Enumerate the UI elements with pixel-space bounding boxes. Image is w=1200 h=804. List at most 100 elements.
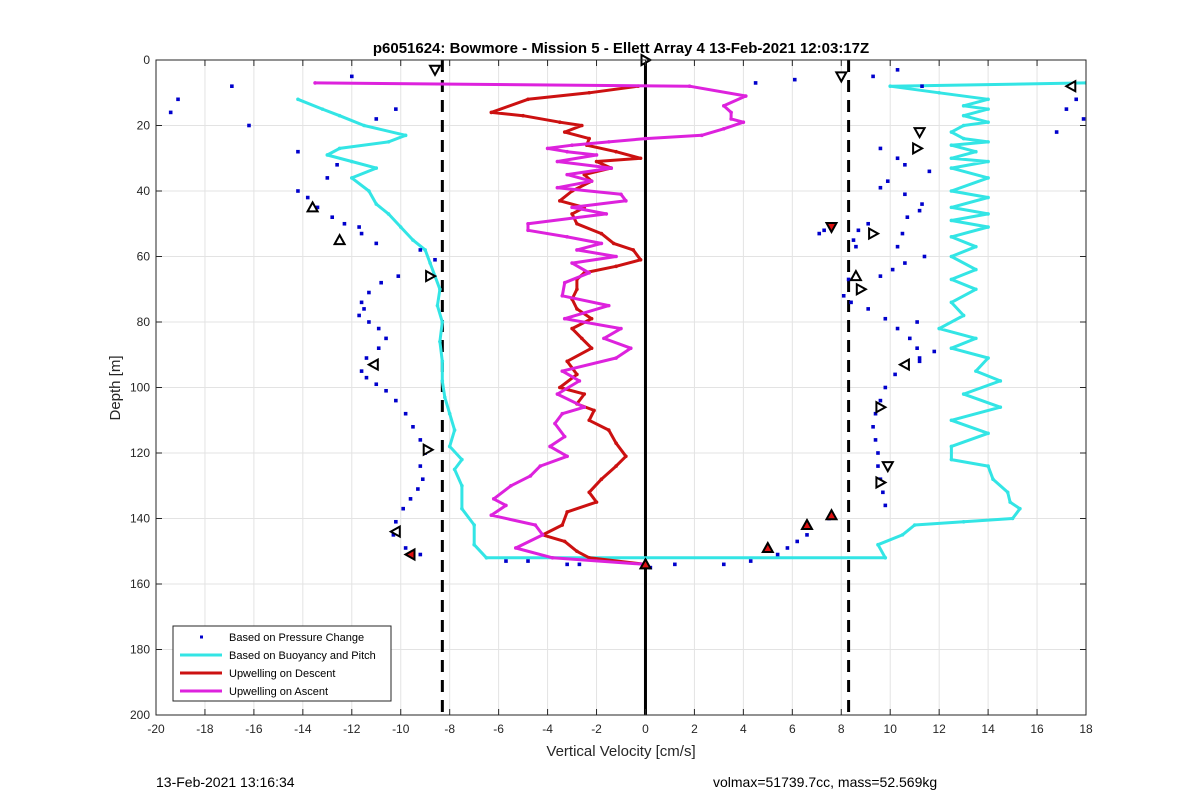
- series-point-0: [912, 523, 917, 527]
- legend-label: Based on Pressure Change: [229, 632, 364, 644]
- series-point-2: [570, 143, 574, 147]
- series-point-2: [628, 346, 633, 351]
- series-point-0: [991, 477, 995, 482]
- series-point-1: [587, 90, 591, 95]
- series-point-2: [562, 434, 567, 439]
- pressure-point: [379, 280, 383, 285]
- series-point-2: [489, 513, 494, 518]
- x-tick-label: 4: [740, 722, 747, 736]
- chart-title: p6051624: Bowmore - Mission 5 - Ellett A…: [373, 40, 869, 57]
- series-point-0: [435, 303, 440, 308]
- pressure-point: [335, 163, 339, 167]
- series-point-0: [438, 287, 442, 292]
- pressure-point: [878, 274, 883, 278]
- series-point-1: [575, 221, 579, 226]
- series-point-0: [876, 542, 880, 547]
- pressure-point: [927, 169, 932, 174]
- pressure-point: [895, 156, 900, 161]
- series-point-1: [570, 326, 574, 331]
- pressure-point: [408, 497, 413, 501]
- y-tick-label: 180: [130, 643, 150, 657]
- pressure-point: [176, 97, 180, 102]
- series-point-1: [558, 120, 562, 125]
- series-point-0: [974, 336, 978, 341]
- series-point-1: [521, 113, 525, 118]
- pressure-point: [577, 562, 582, 567]
- series-point-0: [949, 218, 954, 223]
- x-tick-label: -6: [493, 722, 504, 736]
- pressure-point: [1074, 97, 1079, 102]
- pressure-point: [374, 382, 379, 387]
- series-point-0: [961, 113, 966, 118]
- series-point-0: [888, 84, 893, 88]
- series-point-0: [949, 235, 954, 239]
- series-point-2: [504, 503, 508, 508]
- y-tick-label: 200: [130, 708, 150, 722]
- triangle-marker: [1064, 79, 1077, 93]
- series-point-2: [560, 411, 565, 416]
- pressure-point: [915, 346, 919, 350]
- pressure-point: [883, 316, 888, 321]
- pressure-point: [873, 438, 878, 442]
- pressure-point: [917, 359, 922, 364]
- triangle-marker: [868, 226, 881, 241]
- x-tick-label: 14: [981, 722, 995, 736]
- series-point-2: [526, 228, 530, 233]
- pressure-point: [315, 205, 320, 210]
- series-point-0: [367, 189, 371, 193]
- series-point-0: [1005, 490, 1010, 495]
- series-point-2: [538, 464, 543, 468]
- pressure-point: [349, 74, 354, 79]
- series-point-0: [986, 431, 990, 436]
- series-point-1: [489, 110, 494, 115]
- pressure-point: [895, 326, 900, 331]
- legend-swatch-dot: [200, 635, 203, 639]
- pressure-point: [420, 477, 425, 481]
- series-point-2: [513, 546, 518, 550]
- pressure-point: [418, 464, 423, 468]
- triangle-marker: [425, 269, 438, 283]
- series-point-0: [900, 533, 905, 537]
- pressure-point: [364, 375, 369, 380]
- pressure-point: [871, 425, 875, 429]
- pressure-point: [376, 346, 381, 350]
- series-point-0: [1008, 500, 1012, 504]
- series-point-2: [744, 94, 748, 98]
- series-point-0: [949, 444, 954, 449]
- series-point-2: [562, 280, 567, 285]
- pressure-point: [903, 163, 907, 167]
- triangle-marker: [897, 357, 910, 372]
- series-point-1: [565, 510, 569, 514]
- series-point-0: [349, 176, 354, 180]
- series-point-2: [619, 326, 623, 331]
- series-point-2: [599, 241, 604, 246]
- series-point-2: [509, 483, 513, 488]
- series-point-1: [624, 454, 628, 459]
- series-point-1: [638, 257, 643, 262]
- series-point-2: [721, 104, 726, 108]
- series-point-0: [472, 523, 476, 527]
- series-point-0: [998, 405, 1003, 409]
- pressure-point: [1081, 117, 1086, 121]
- x-tick-label: -8: [444, 722, 455, 736]
- pressure-point: [900, 231, 905, 236]
- series-point-2: [555, 185, 560, 190]
- pressure-point: [411, 425, 415, 429]
- series-point-0: [949, 156, 954, 161]
- series-point-2: [602, 336, 606, 341]
- series-point-0: [1010, 516, 1015, 521]
- series-point-0: [440, 320, 445, 324]
- series-point-2: [540, 533, 545, 537]
- triangle-marker: [834, 71, 848, 84]
- x-tick-label: -14: [294, 722, 312, 736]
- triangle-marker: [403, 547, 416, 562]
- series-point-2: [565, 149, 569, 154]
- pressure-point: [903, 261, 907, 265]
- triangle-marker: [849, 269, 863, 282]
- x-tick-label: -16: [245, 722, 263, 736]
- pressure-point: [915, 320, 919, 324]
- series-point-0: [961, 313, 966, 318]
- series-point-2: [313, 81, 317, 85]
- pressure-point: [394, 398, 398, 403]
- series-point-1: [582, 392, 587, 396]
